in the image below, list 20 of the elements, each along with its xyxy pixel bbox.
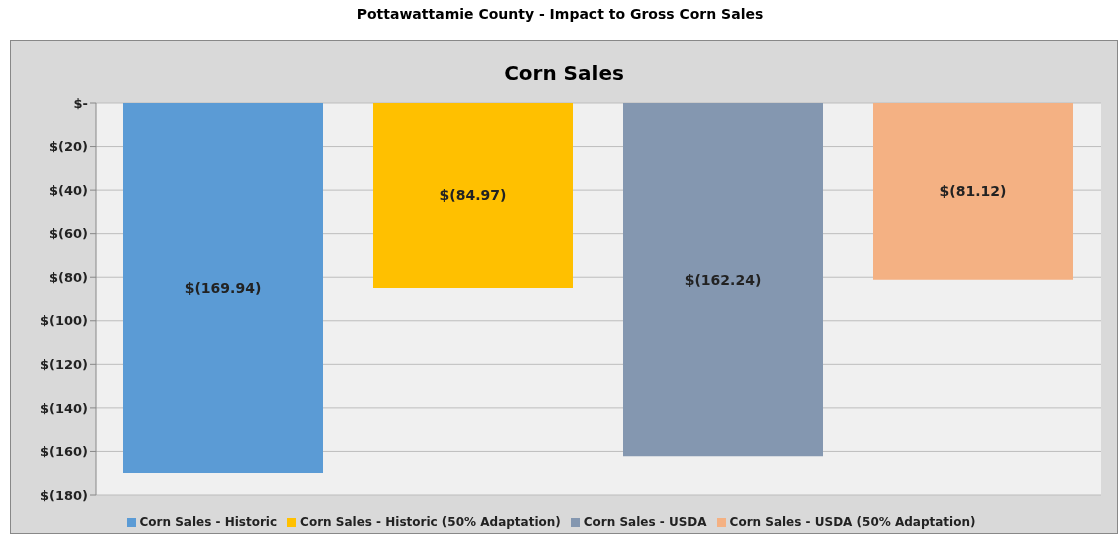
data-label: $(162.24) bbox=[684, 271, 762, 288]
y-tick-label: $(40) bbox=[48, 182, 88, 198]
data-label: $(81.12) bbox=[939, 183, 1007, 200]
y-tick-label: $(100) bbox=[39, 313, 88, 329]
legend-label: Corn Sales - Historic bbox=[139, 515, 278, 529]
y-tick-label: $(80) bbox=[48, 269, 88, 285]
legend-label: Corn Sales - USDA (50% Adaptation) bbox=[729, 515, 976, 529]
legend-label: Corn Sales - USDA bbox=[583, 515, 707, 529]
y-tick-label: $- bbox=[73, 95, 88, 111]
data-label: $(169.94) bbox=[184, 280, 262, 297]
data-label: $(84.97) bbox=[439, 187, 507, 204]
y-tick-label: $(60) bbox=[48, 226, 88, 242]
legend-label: Corn Sales - Historic (50% Adaptation) bbox=[300, 515, 561, 529]
y-tick-label: $(140) bbox=[39, 400, 88, 416]
y-tick-label: $(20) bbox=[48, 139, 88, 155]
y-tick-label: $(180) bbox=[39, 487, 88, 503]
chart-subtitle: Corn Sales bbox=[503, 61, 625, 85]
chart-title: Pottawattamie County - Impact to Gross Corn Sales bbox=[355, 6, 765, 22]
y-tick-label: $(160) bbox=[39, 444, 88, 460]
y-tick-label: $(120) bbox=[39, 356, 88, 372]
